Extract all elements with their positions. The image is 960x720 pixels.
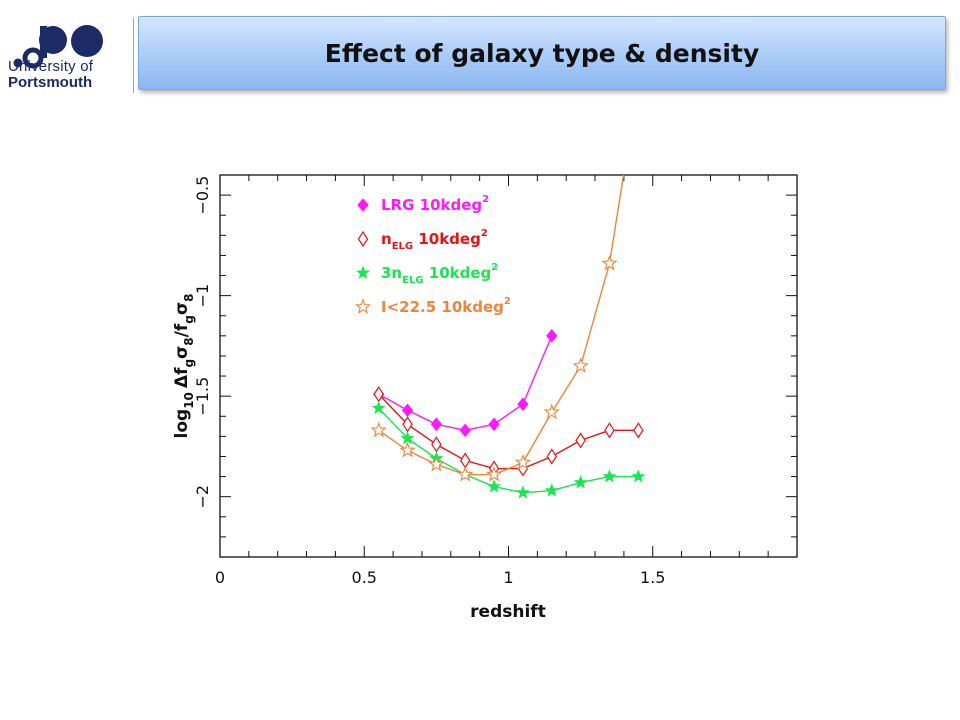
data-point <box>514 453 532 470</box>
y-tick-label: −1 <box>193 284 212 308</box>
series-lrg-10kdeg2 <box>373 329 558 438</box>
legend-label: I<22.5 10kdeg2 <box>381 296 511 316</box>
y-tick-label: −2 <box>193 485 212 509</box>
slide-title-bar: Effect of galaxy type & density <box>138 16 946 90</box>
ylabel-log-sub: 10 <box>182 392 196 409</box>
data-point <box>546 448 557 465</box>
series-i-22-5-10kdeg2 <box>370 175 625 482</box>
data-point <box>488 417 500 432</box>
data-point <box>460 452 471 469</box>
x-tick-label: 0.5 <box>352 568 377 587</box>
logo-line-2: Portsmouth <box>8 74 93 91</box>
y-tick-label: −0.5 <box>193 176 212 215</box>
plot-frame <box>219 174 798 558</box>
ylabel-f2-sub: g <box>182 315 196 324</box>
series-nelg-10kdeg2 <box>373 386 644 477</box>
ylabel-sigma2-sub: 8 <box>182 294 196 302</box>
svg-text:log10Δfgσ8/fgσ8: log10Δfgσ8/fgσ8 <box>172 294 196 439</box>
legend-item-nelg-10kdeg2: nELG 10kdeg2 <box>357 228 488 252</box>
ylabel-delta-f: Δf <box>172 367 192 388</box>
legend-marker <box>357 198 369 212</box>
series-line <box>378 175 625 476</box>
data-point <box>399 441 416 458</box>
data-point <box>546 329 558 343</box>
ylabel-sigma-sub: 8 <box>182 337 196 345</box>
data-point <box>515 485 530 499</box>
data-point <box>517 397 529 411</box>
data-point <box>601 254 618 271</box>
data-point <box>602 469 617 483</box>
data-point <box>487 479 502 493</box>
legend-label: LRG 10kdeg2 <box>381 194 489 214</box>
data-point <box>428 455 445 472</box>
y-tick-labels: −2 −1.5 −1 −0.5 <box>193 176 212 509</box>
data-point <box>631 469 646 483</box>
data-point <box>459 423 471 438</box>
ylabel-sigma: σ <box>172 346 192 359</box>
logo-o <box>71 25 103 57</box>
logo-bowl <box>39 26 67 54</box>
legend-label: nELG 10kdeg2 <box>381 228 488 252</box>
data-point <box>633 422 644 439</box>
data-point <box>604 422 615 439</box>
x-axis-label: redshift <box>470 602 546 622</box>
data-point <box>572 357 589 373</box>
data-point <box>431 436 442 453</box>
legend-marker <box>356 265 370 279</box>
ylabel-sigma2: σ <box>172 302 192 315</box>
legend-item-i-22-5-10kdeg2: I<22.5 10kdeg2 <box>354 296 511 316</box>
logo-line-1: University of <box>8 58 94 75</box>
data-point <box>457 465 474 482</box>
ylabel-slash-f: /f <box>172 323 192 337</box>
data-point <box>400 431 415 445</box>
data-point <box>430 417 443 432</box>
data-point <box>373 386 384 403</box>
legend-marker <box>354 298 372 314</box>
x-tick-label: 1 <box>503 568 513 587</box>
data-point <box>485 465 503 482</box>
x-tick-label: 0 <box>215 568 225 587</box>
data-point <box>544 483 559 497</box>
y-tick-label: −1.5 <box>193 377 212 416</box>
data-point <box>401 403 414 418</box>
legend: LRG 10kdeg2 nELG 10kdeg2 3nELG 10kdeg2 I<22… <box>354 194 511 316</box>
series-3nelg-10kdeg2 <box>371 400 646 499</box>
logo-dot-small <box>13 58 23 68</box>
data-point <box>573 475 588 489</box>
data-point <box>575 432 586 449</box>
y-axis-label: log10Δfgσ8/fgσ8 <box>172 294 196 439</box>
axis-ticks <box>219 174 798 558</box>
slide-title: Effect of galaxy type & density <box>324 38 760 68</box>
legend-marker <box>357 230 369 248</box>
ylabel-f-sub: g <box>182 359 196 368</box>
data-point <box>370 421 387 438</box>
x-tick-labels: 0 0.5 1 1.5 <box>215 568 666 587</box>
series-line <box>378 393 639 470</box>
university-logo <box>13 25 103 69</box>
series-layer <box>370 175 646 499</box>
legend-item-lrg-10kdeg2: LRG 10kdeg2 <box>357 194 489 214</box>
ylabel-log: log <box>172 409 192 439</box>
data-point <box>371 400 386 415</box>
data-point <box>402 416 413 433</box>
data-point <box>543 403 560 420</box>
legend-label: 3nELG 10kdeg2 <box>381 262 498 286</box>
x-tick-label: 1.5 <box>640 568 665 587</box>
series-line <box>378 407 639 494</box>
series-line <box>378 335 553 432</box>
legend-item-3nelg-10kdeg2: 3nELG 10kdeg2 <box>356 262 498 286</box>
header-divider <box>133 18 134 93</box>
